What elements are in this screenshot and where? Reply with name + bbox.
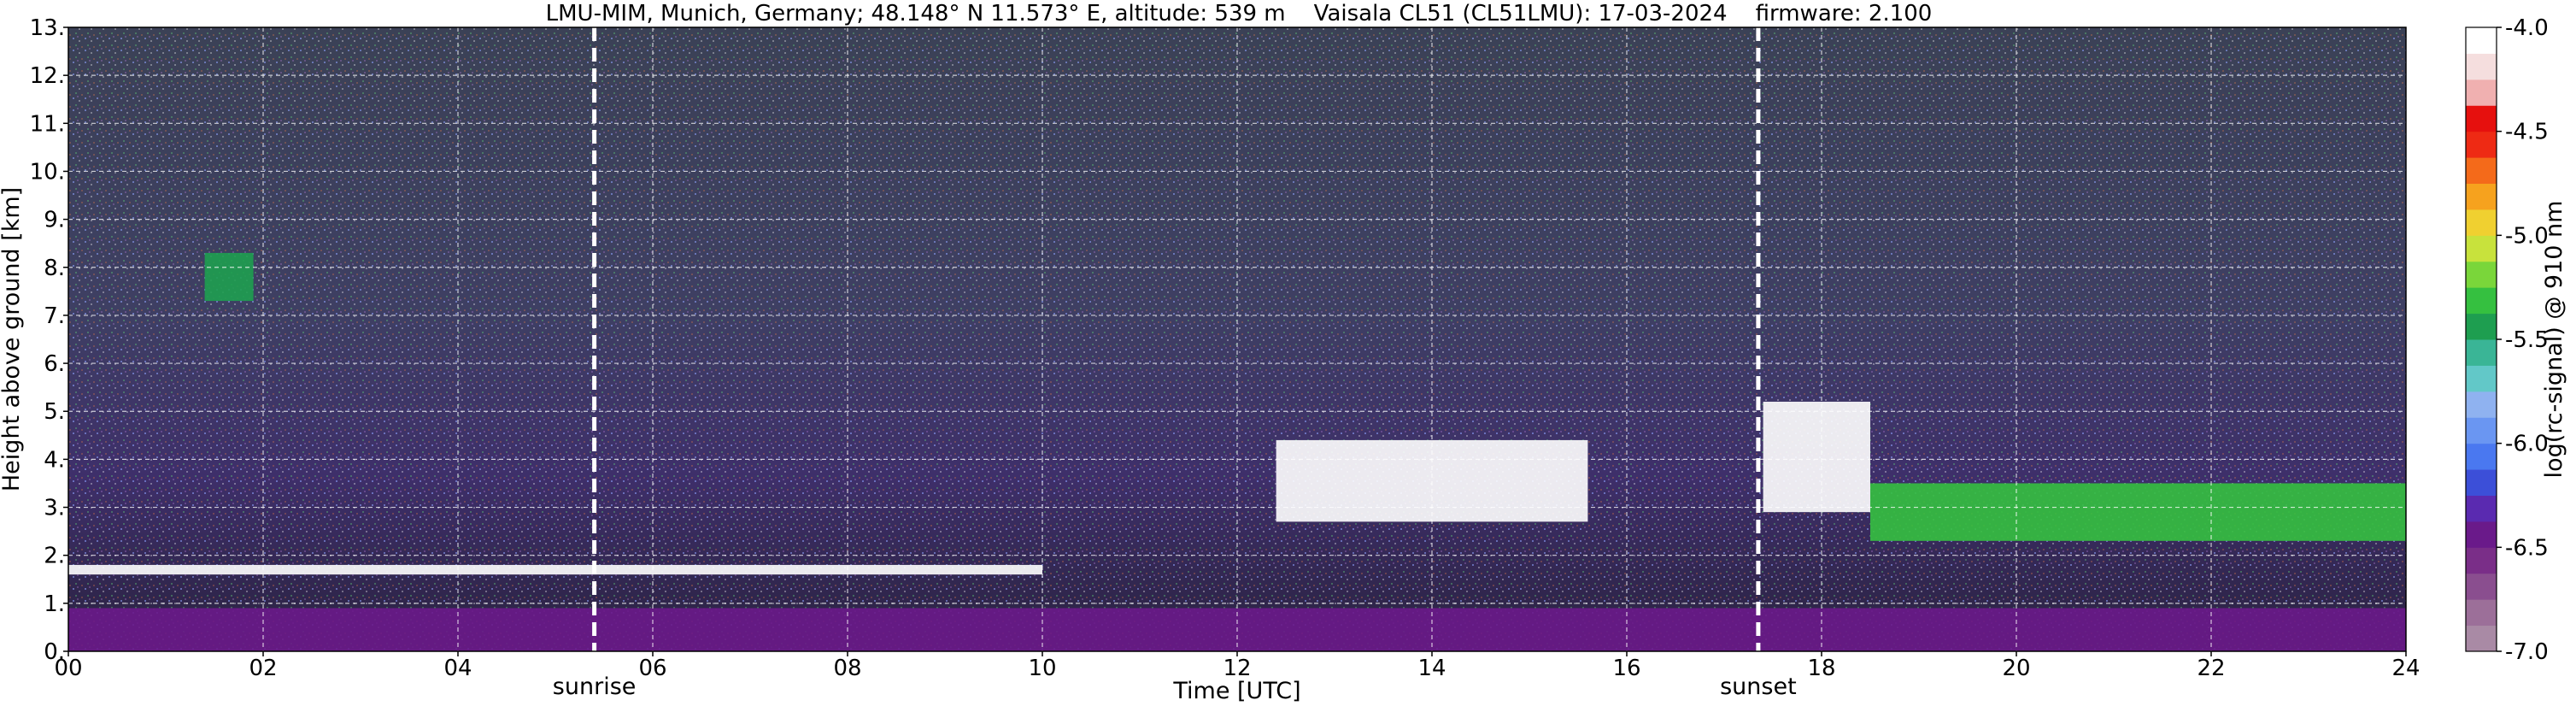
- colorbar: -7.0 -6.5 -6.0 -5.5 -5.0 -4.5 -4.0: [2465, 15, 2549, 665]
- y-tick-label: 7.: [44, 303, 65, 329]
- y-tick-label: 3.: [44, 496, 65, 521]
- colorbar-segment: [2466, 573, 2497, 600]
- plot-area: sunrise sunset: [67, 26, 2407, 700]
- x-axis-label: Time [UTC]: [1172, 678, 1300, 704]
- x-tick-label: 18: [1807, 656, 1835, 681]
- colorbar-segment: [2466, 417, 2497, 444]
- y-tick-label: 5.: [44, 399, 65, 425]
- x-tick-label: 00: [54, 656, 82, 681]
- colorbar-tick-label: -6.0: [2505, 432, 2549, 457]
- layer-cloud-after-sunset: [1763, 402, 1870, 513]
- x-tick-label: 22: [2197, 656, 2225, 681]
- y-tick-label: 0.: [44, 639, 65, 665]
- colorbar-segment: [2466, 53, 2497, 80]
- chart-title: LMU-MIM, Munich, Germany; 48.148° N 11.5…: [546, 1, 1933, 26]
- colorbar-segment: [2466, 131, 2497, 158]
- colorbar-segment: [2466, 495, 2497, 522]
- colorbar-segment: [2466, 313, 2497, 340]
- y-tick-label: 6.: [44, 351, 65, 377]
- colorbar-segment: [2466, 27, 2497, 54]
- colorbar-segment: [2466, 391, 2497, 418]
- colorbar-segment: [2466, 235, 2497, 262]
- layer-cirrus-fragments: [204, 252, 254, 302]
- colorbar-segment: [2466, 287, 2497, 315]
- x-tick-label: 04: [443, 656, 472, 681]
- colorbar-label: log(rc-signal) @ 910 nm: [2541, 201, 2567, 479]
- x-tick-label: 10: [1028, 656, 1056, 681]
- colorbar-tick-label: -5.0: [2505, 223, 2549, 249]
- y-tick-label: 12.: [30, 63, 65, 89]
- y-tick-label: 2.: [44, 544, 65, 569]
- x-tick-label: 14: [1417, 656, 1446, 681]
- x-tick-label: 08: [833, 656, 861, 681]
- colorbar-segment: [2466, 547, 2497, 574]
- colorbar-tick-label: -4.0: [2505, 15, 2549, 41]
- time-markers: sunrise sunset: [553, 27, 1797, 700]
- y-tick-label: 9.: [44, 208, 65, 233]
- colorbar-segment: [2466, 625, 2497, 652]
- colorbar-segment: [2466, 521, 2497, 548]
- x-axis: 00 02 04 06 08 10 12 14 16 18 20 22 24: [54, 651, 2421, 681]
- y-tick-label: 13.: [30, 15, 65, 41]
- grid: [68, 27, 2406, 651]
- x-tick-label: 20: [2002, 656, 2030, 681]
- colorbar-segment: [2466, 339, 2497, 366]
- colorbar-segment: [2466, 469, 2497, 496]
- sunset-label: sunset: [1720, 674, 1797, 700]
- colorbar-segment: [2466, 365, 2497, 392]
- x-tick-label: 16: [1612, 656, 1640, 681]
- colorbar-segment: [2466, 157, 2497, 184]
- y-tick-label: 10.: [30, 159, 65, 185]
- colorbar-tick-label: -5.5: [2505, 327, 2549, 353]
- colorbar-segment: [2466, 443, 2497, 470]
- colorbar-segment: [2466, 261, 2497, 288]
- layer-elevated-aerosol: [1870, 483, 2406, 541]
- colorbar-tick-label: -7.0: [2505, 639, 2549, 665]
- colorbar-segment: [2466, 599, 2497, 627]
- y-axis: 0. 1. 2. 3. 4. 5. 6. 7. 8. 9. 10. 11. 12. 13.: [30, 15, 68, 665]
- colorbar-segment: [2466, 183, 2497, 210]
- x-tick-label: 06: [638, 656, 666, 681]
- x-tick-label: 24: [2391, 656, 2420, 681]
- y-tick-label: 1.: [44, 591, 65, 617]
- colorbar-segment: [2466, 105, 2497, 132]
- x-tick-label: 02: [249, 656, 277, 681]
- layer-boundary-layer-top: [68, 564, 1042, 575]
- colorbar-segment: [2466, 209, 2497, 236]
- y-tick-label: 8.: [44, 256, 65, 281]
- y-axis-label: Height above ground [km]: [0, 187, 25, 491]
- x-tick-label: 12: [1223, 656, 1251, 681]
- colorbar-tick-label: -6.5: [2505, 535, 2549, 561]
- sunrise-label: sunrise: [553, 674, 637, 700]
- colorbar-segment: [2466, 79, 2497, 106]
- y-tick-label: 4.: [44, 447, 65, 473]
- colorbar-tick-label: -4.5: [2505, 120, 2549, 145]
- y-tick-label: 11.: [30, 111, 65, 137]
